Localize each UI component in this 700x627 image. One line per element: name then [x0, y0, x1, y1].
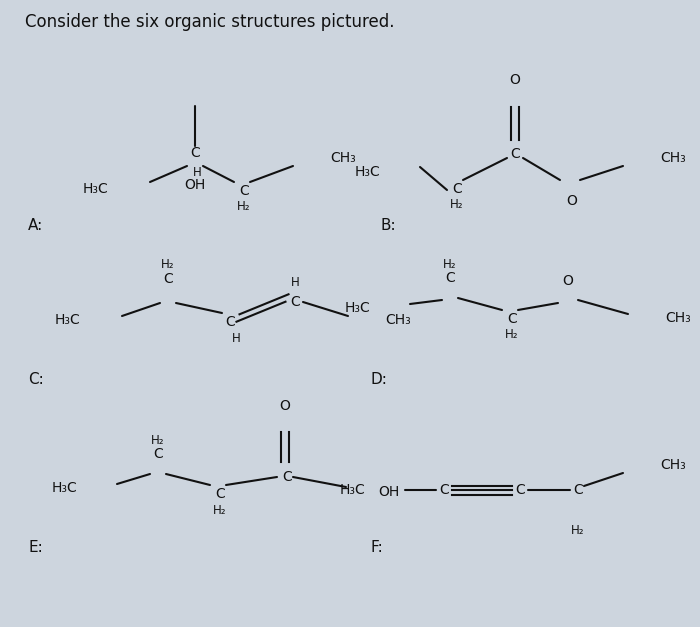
Text: A:: A: [28, 218, 43, 233]
Text: C:: C: [28, 372, 43, 387]
Text: H₂: H₂ [237, 201, 251, 214]
Text: C: C [215, 487, 225, 501]
Text: H₃C: H₃C [55, 313, 80, 327]
Text: H: H [193, 166, 202, 179]
Text: C: C [290, 295, 300, 309]
Text: CH₃: CH₃ [385, 313, 411, 327]
Text: H₂: H₂ [505, 329, 519, 342]
Text: H₂: H₂ [450, 199, 463, 211]
Text: C: C [225, 315, 235, 329]
Text: H₂: H₂ [571, 524, 584, 537]
Text: CH₃: CH₃ [330, 151, 356, 165]
Text: E:: E: [28, 540, 43, 556]
Text: H: H [290, 275, 300, 288]
Text: O: O [510, 73, 520, 87]
Text: C: C [573, 483, 583, 497]
Text: H₂: H₂ [214, 503, 227, 517]
Text: H₂: H₂ [443, 258, 456, 270]
Text: B:: B: [380, 218, 395, 233]
Text: OH: OH [184, 178, 206, 192]
Text: Consider the six organic structures pictured.: Consider the six organic structures pict… [25, 13, 395, 31]
Text: C: C [515, 483, 525, 497]
Text: F:: F: [370, 540, 383, 556]
Text: H₂: H₂ [161, 258, 175, 271]
Text: D:: D: [370, 372, 387, 387]
Text: O: O [566, 194, 578, 208]
Text: O: O [563, 274, 573, 288]
Text: CH₃: CH₃ [660, 151, 686, 165]
Text: H₃C: H₃C [83, 182, 108, 196]
Text: H: H [232, 332, 240, 344]
Text: H₃C: H₃C [344, 301, 370, 315]
Text: C: C [439, 483, 449, 497]
Text: C: C [452, 182, 462, 196]
Text: C: C [190, 146, 200, 160]
Text: C: C [239, 184, 249, 198]
Text: C: C [445, 271, 455, 285]
Text: O: O [279, 399, 290, 413]
Text: C: C [510, 147, 520, 161]
Text: H₃C: H₃C [354, 165, 380, 179]
Text: H₃C: H₃C [340, 483, 365, 497]
Text: C: C [507, 312, 517, 326]
Text: C: C [282, 470, 292, 484]
Text: C: C [153, 447, 163, 461]
Text: H₂: H₂ [151, 433, 164, 446]
Text: CH₃: CH₃ [660, 458, 686, 472]
Text: CH₃: CH₃ [665, 311, 691, 325]
Text: C: C [163, 272, 173, 286]
Text: H₃C: H₃C [51, 481, 77, 495]
Text: OH: OH [378, 485, 399, 499]
